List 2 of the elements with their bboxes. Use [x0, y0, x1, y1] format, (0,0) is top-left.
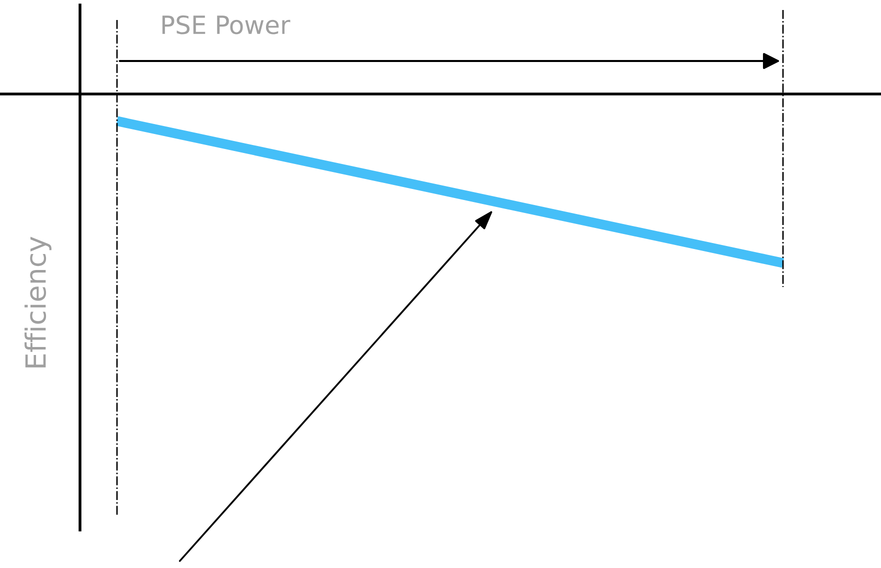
x-axis-title: PSE Power — [162, 15, 290, 34]
y-axis-title: Efficiency — [24, 236, 52, 368]
